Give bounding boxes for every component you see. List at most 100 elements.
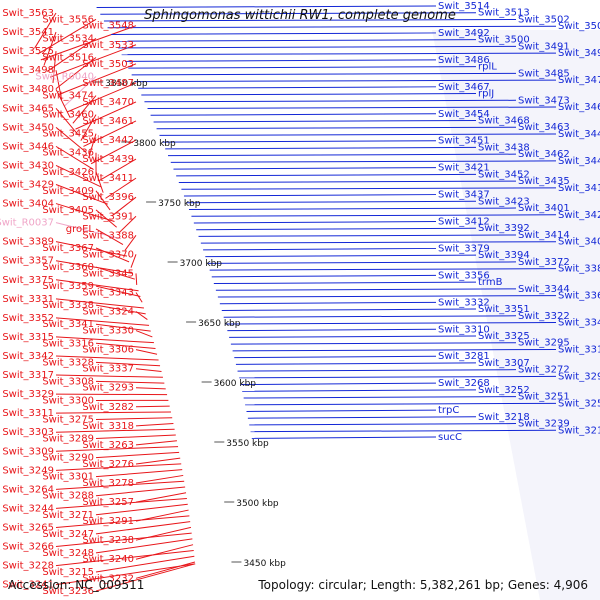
label-connector — [134, 79, 557, 83]
gene-label: Swit_3332 — [438, 297, 490, 308]
label-connector — [55, 279, 139, 292]
gene-label: Swit_3466 — [558, 102, 600, 113]
gene-label: Swit_R0040 — [35, 72, 94, 83]
gene-label: Swit_3291 — [82, 516, 134, 527]
label-connector — [55, 164, 102, 188]
label-connector — [103, 18, 517, 22]
label-connector — [186, 200, 477, 204]
label-connector — [90, 139, 137, 165]
gene-label: Swit_3425 — [558, 210, 600, 221]
gene-label: Swit_3264 — [2, 484, 54, 495]
label-connector — [147, 106, 557, 110]
label-connector — [215, 288, 517, 291]
gene-label: Swit_3388 — [82, 230, 134, 241]
label-connector — [229, 335, 477, 338]
label-connector — [88, 133, 97, 159]
gene-label: Swit_3330 — [82, 326, 134, 337]
label-connector — [95, 228, 124, 245]
label-connector — [95, 486, 186, 497]
gene-label: Swit_3338 — [42, 300, 94, 311]
label-connector — [43, 31, 57, 66]
gene-label: Swit_R0037 — [0, 218, 54, 229]
label-connector — [55, 515, 190, 528]
background-wedge — [432, 30, 600, 600]
label-connector — [95, 380, 165, 384]
gene-label: trpC — [438, 405, 459, 416]
gene-label: Swit_3470 — [82, 97, 134, 108]
label-connector — [249, 423, 517, 426]
gene-label: Swit_3412 — [438, 217, 490, 228]
label-connector — [135, 440, 177, 446]
gene-label: Swit_3271 — [42, 510, 94, 521]
gene-label: Swit_3503 — [82, 59, 134, 70]
label-connector — [95, 451, 180, 459]
label-connector — [230, 342, 517, 345]
label-connector — [240, 382, 437, 386]
gene-label: Swit_3548 — [82, 21, 134, 32]
gene-label: Swit_3436 — [42, 148, 94, 159]
gene-label: rplJ — [478, 89, 494, 100]
label-connector — [135, 457, 181, 465]
gene-label: Swit_3342 — [2, 351, 54, 362]
scale-label-group: 3850 kbp 3800 kbp 3750 kbp 3700 kbp 3650 kbp… — [93, 79, 286, 569]
label-connector — [55, 563, 196, 586]
gene-label: Swit_3480 — [2, 84, 54, 95]
label-connector — [55, 549, 194, 567]
gene-label: Swit_3252 — [478, 385, 530, 396]
label-connector — [150, 113, 437, 116]
gene-label: Swit_3295 — [518, 338, 570, 349]
gene-label: Swit_3475 — [558, 75, 600, 86]
label-connector — [46, 37, 97, 72]
label-connector — [135, 368, 162, 373]
label-connector — [135, 474, 184, 484]
label-connector — [135, 387, 166, 390]
label-connector — [135, 349, 158, 355]
label-connector — [58, 63, 137, 95]
label-connector — [111, 196, 137, 217]
gene-label: Swit_3352 — [2, 313, 54, 324]
gene-label: Swit_3501 — [558, 21, 600, 32]
gene-label: Swit_3379 — [438, 243, 490, 254]
gene-label: Swit_3438 — [478, 142, 530, 153]
gene-label: Swit_3460 — [42, 110, 94, 121]
gene-label: Swit_3311 — [2, 408, 54, 419]
label-connector — [232, 348, 557, 352]
label-connector — [135, 544, 194, 560]
label-connector — [55, 298, 144, 309]
gene-label: Swit_3534 — [42, 33, 94, 44]
label-connector — [198, 234, 517, 237]
scale-label: 3500 kbp — [236, 499, 279, 509]
gene-label: Swit_3462 — [518, 149, 570, 160]
label-connector — [55, 107, 79, 136]
label-connector — [135, 273, 138, 285]
scale-label: 3650 kbp — [198, 319, 241, 329]
gene-label: Swit_3331 — [2, 294, 54, 305]
label-connector — [247, 416, 477, 419]
gene-label: Swit_3454 — [438, 109, 490, 120]
gene-label: Swit_3268 — [438, 378, 490, 389]
gene-label: Swit_3465 — [2, 103, 54, 114]
label-connector — [55, 355, 159, 361]
gene-label: Swit_3437 — [438, 190, 490, 201]
label-connector — [176, 173, 477, 177]
label-connector — [118, 45, 517, 49]
gene-label: Swit_3272 — [518, 365, 570, 376]
label-connector — [55, 411, 171, 414]
label-connector — [95, 266, 135, 280]
gene-label: Swit_3244 — [2, 503, 54, 514]
label-connector — [211, 274, 437, 278]
gene-label: Swit_3516 — [42, 52, 94, 63]
gene-label: Swit_3322 — [518, 311, 570, 322]
gene-label: Swit_3411 — [82, 173, 134, 184]
gene-label: Swit_3250 — [558, 398, 600, 409]
label-connector — [95, 247, 130, 263]
label-connector — [55, 57, 97, 90]
label-connector — [170, 160, 557, 163]
gene-label: rplL — [478, 62, 497, 73]
gene-label: Swit_3444 — [558, 129, 600, 140]
label-connector — [245, 402, 557, 406]
label-connector — [80, 114, 97, 141]
label-connector — [95, 434, 176, 440]
gene-label: Swit_3500 — [478, 35, 530, 46]
label-connector — [239, 375, 557, 379]
